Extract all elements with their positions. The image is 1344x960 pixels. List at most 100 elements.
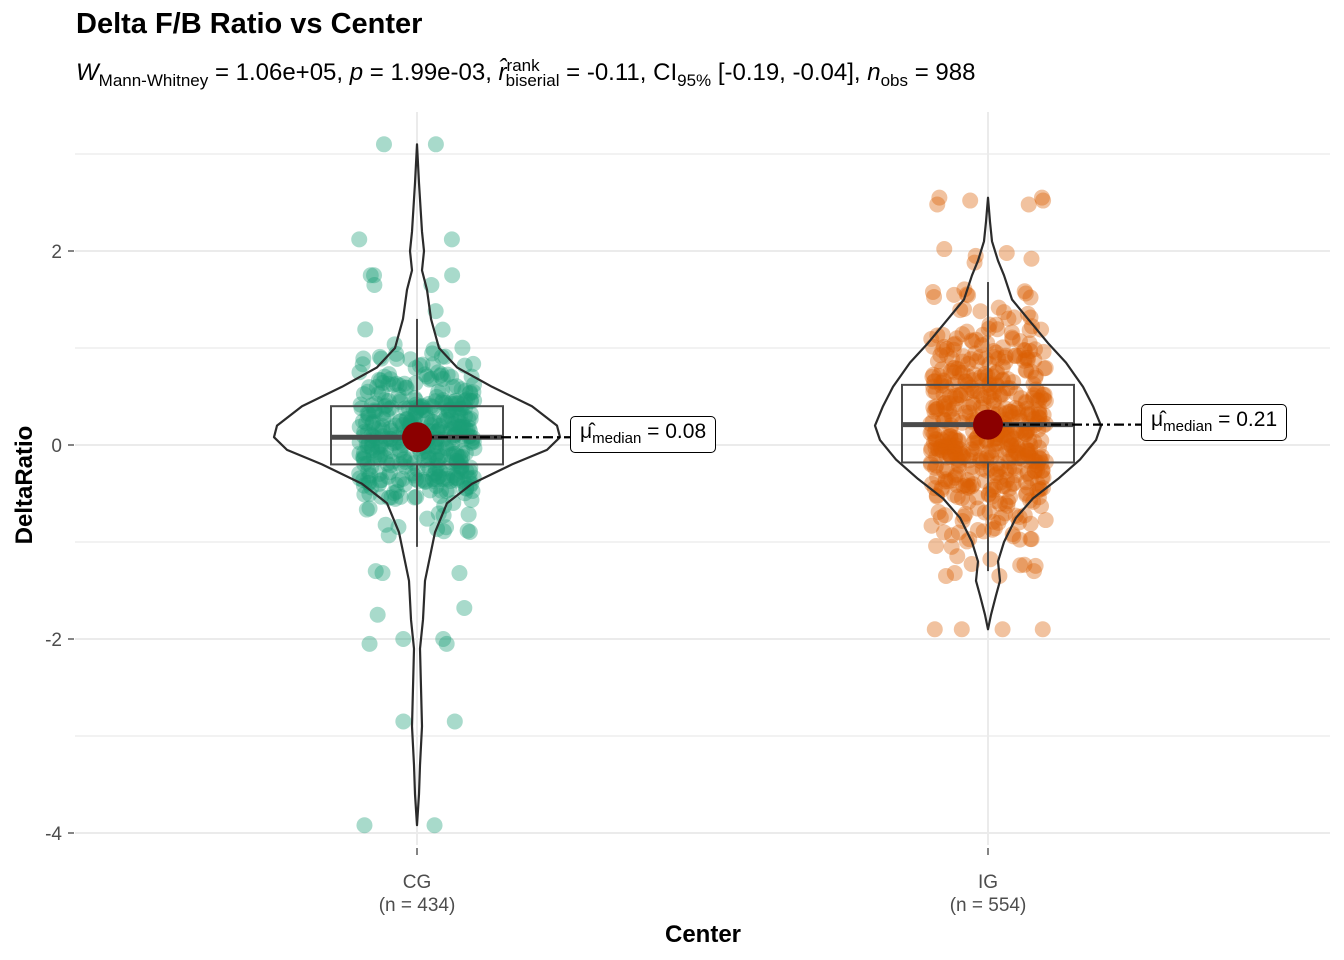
data-point xyxy=(451,400,468,417)
data-point xyxy=(928,398,945,415)
data-point xyxy=(1007,467,1024,484)
data-point xyxy=(382,443,399,460)
data-point xyxy=(378,407,395,424)
data-point xyxy=(452,407,469,424)
data-point xyxy=(399,411,416,428)
data-point xyxy=(999,434,1016,451)
data-point xyxy=(435,631,452,647)
data-point xyxy=(998,426,1015,443)
gridlines xyxy=(75,112,1330,845)
data-point xyxy=(425,466,442,483)
data-point xyxy=(959,471,976,488)
data-point xyxy=(923,440,940,457)
data-point xyxy=(971,452,988,469)
data-point xyxy=(380,375,397,392)
data-point xyxy=(431,417,448,434)
data-point xyxy=(416,473,433,490)
data-point xyxy=(434,370,451,387)
data-point xyxy=(937,394,954,411)
data-point xyxy=(377,449,394,466)
data-point xyxy=(963,441,980,458)
data-point xyxy=(977,366,994,383)
violin-outline xyxy=(272,143,562,827)
data-point xyxy=(465,355,482,372)
data-point xyxy=(1016,424,1033,441)
data-point xyxy=(443,409,460,426)
data-point xyxy=(445,467,462,484)
data-point xyxy=(1023,363,1040,380)
data-point xyxy=(969,434,986,451)
data-point xyxy=(371,449,388,466)
data-point xyxy=(998,463,1015,480)
data-point xyxy=(1022,289,1039,306)
data-point xyxy=(392,413,409,430)
data-point xyxy=(937,401,954,418)
data-point xyxy=(1022,436,1039,453)
data-point xyxy=(446,415,463,432)
data-point xyxy=(969,500,986,517)
data-point xyxy=(397,453,414,470)
data-point xyxy=(351,470,368,487)
data-point xyxy=(961,477,978,494)
data-point xyxy=(923,517,940,534)
data-point xyxy=(937,378,954,395)
data-point xyxy=(369,606,386,623)
data-point xyxy=(929,196,946,213)
data-point xyxy=(432,448,449,465)
data-point xyxy=(443,421,460,438)
data-point xyxy=(962,448,979,465)
data-point xyxy=(964,465,981,482)
data-point xyxy=(402,351,419,368)
data-point xyxy=(965,444,982,461)
data-point xyxy=(1037,359,1054,376)
data-point xyxy=(1005,474,1022,491)
data-point xyxy=(451,418,468,435)
data-point xyxy=(407,471,424,488)
data-point xyxy=(927,384,944,401)
stat-n-value: = 988 xyxy=(914,59,976,86)
data-point xyxy=(954,447,971,464)
data-point xyxy=(1008,444,1025,461)
data-point xyxy=(987,443,1004,460)
data-point xyxy=(453,458,470,475)
data-point xyxy=(375,136,392,153)
data-point xyxy=(465,383,482,400)
data-point xyxy=(928,488,945,505)
data-point xyxy=(937,473,954,490)
data-point xyxy=(418,410,435,427)
data-point xyxy=(417,473,434,490)
data-point xyxy=(439,366,456,383)
data-point xyxy=(984,442,1001,459)
data-point xyxy=(958,323,975,340)
data-point xyxy=(377,516,394,533)
stat-r-sup: rank xyxy=(506,56,540,75)
data-point xyxy=(972,303,989,320)
data-point xyxy=(392,392,409,409)
data-point xyxy=(406,455,423,472)
data-point xyxy=(453,459,470,476)
data-point xyxy=(1018,440,1035,457)
data-point xyxy=(457,420,474,437)
data-point xyxy=(358,414,375,431)
data-point xyxy=(1018,423,1035,440)
data-point xyxy=(439,470,456,487)
data-point xyxy=(1035,343,1052,360)
data-point xyxy=(1029,457,1046,474)
data-point xyxy=(955,348,972,365)
data-point xyxy=(952,386,969,403)
data-point xyxy=(1030,409,1047,426)
data-point xyxy=(398,411,415,428)
data-point xyxy=(980,388,997,405)
data-point xyxy=(947,447,964,464)
data-point xyxy=(395,451,412,468)
data-point xyxy=(380,392,397,409)
data-point xyxy=(406,467,423,484)
data-point xyxy=(1034,621,1051,638)
data-point xyxy=(997,400,1014,417)
data-point xyxy=(428,438,445,455)
data-point xyxy=(929,440,946,457)
data-point xyxy=(977,350,994,367)
data-point xyxy=(946,432,963,449)
data-point xyxy=(994,339,1011,356)
data-point xyxy=(366,267,383,284)
